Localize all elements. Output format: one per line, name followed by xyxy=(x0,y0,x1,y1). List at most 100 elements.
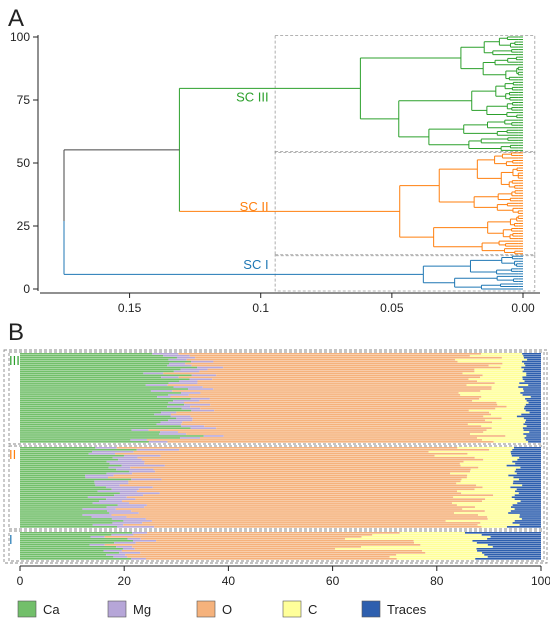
bar-segment-c xyxy=(463,460,513,463)
bar-segment-c xyxy=(501,356,524,359)
bar-segment-mg xyxy=(160,431,178,433)
bar-segment-mg xyxy=(148,441,168,443)
bar-segment-c xyxy=(474,506,511,508)
bar-segment-ca xyxy=(20,407,182,410)
bar-segment-c xyxy=(460,464,507,467)
bar-segment-o xyxy=(163,372,463,375)
bar-segment-o xyxy=(104,544,421,546)
bar-segment-o xyxy=(188,394,461,396)
bar-segment-mg xyxy=(116,546,133,548)
legend-label: O xyxy=(222,602,232,617)
bar-segment-mg xyxy=(168,358,187,361)
bar-segment-traces xyxy=(520,500,541,502)
legend: Ca Mg O C Traces xyxy=(17,600,427,618)
bar-segment-traces xyxy=(521,518,541,520)
bar-segment-traces xyxy=(513,480,541,483)
bar-segment-traces xyxy=(487,544,541,546)
bar-segment-traces xyxy=(487,556,541,558)
x-tick-label: 0.1 xyxy=(252,301,269,315)
bar-segment-traces xyxy=(526,425,541,427)
bar-segment-o xyxy=(167,384,467,386)
bar-segment-ca xyxy=(20,419,169,422)
bar-segment-ca xyxy=(20,492,120,495)
bar-segment-ca xyxy=(20,399,174,402)
bar-segment-c xyxy=(453,496,512,499)
bar-segment-traces xyxy=(525,364,541,367)
bar-segment-mg xyxy=(163,354,190,357)
bar-segment-o xyxy=(138,512,455,514)
bar-segment-o xyxy=(161,478,462,481)
bar-segment-mg xyxy=(203,435,224,437)
bar-segment-mg xyxy=(109,512,139,514)
bar-segment-ca xyxy=(20,476,86,479)
bar-segment-mg xyxy=(92,524,124,526)
bar-segment-c xyxy=(501,417,524,420)
legend-label: C xyxy=(308,602,317,617)
bar-segment-mg xyxy=(91,516,127,518)
y-tick-label: 75 xyxy=(17,93,31,107)
bar-segment-o xyxy=(115,508,463,510)
bar-segment-o xyxy=(213,360,458,363)
bar-segment-mg xyxy=(161,376,179,379)
bar-segment-mg xyxy=(150,390,173,392)
bar-segment-o xyxy=(132,546,362,548)
bar-segment-ca xyxy=(20,394,169,396)
bar-segment-o xyxy=(182,421,493,424)
bar-segment-c xyxy=(502,362,525,365)
bar-segment-mg xyxy=(105,486,153,489)
bar-segment-traces xyxy=(529,431,541,433)
bar-segment-ca xyxy=(20,409,192,412)
bar-segment-c xyxy=(434,454,512,457)
bar-segment-traces xyxy=(523,433,541,435)
x-tick-label: 100 xyxy=(531,574,550,588)
bar-segment-traces xyxy=(514,498,541,500)
bar-segment-o xyxy=(195,356,502,359)
bar-segment-traces xyxy=(511,496,541,499)
bar-segment-o xyxy=(138,488,475,491)
bar-segment-traces xyxy=(519,456,541,459)
bar-segment-c xyxy=(345,538,488,540)
bar-segment-c xyxy=(488,364,526,367)
bar-segment-traces xyxy=(525,409,541,412)
legend-label: Mg xyxy=(133,602,151,617)
bar-segment-o xyxy=(133,450,429,453)
bar-segment-c xyxy=(454,512,509,514)
bar-segment-c xyxy=(487,516,520,518)
bar-segment-c xyxy=(482,439,526,441)
bar-segment-traces xyxy=(524,380,541,382)
bar-segment-c xyxy=(361,546,493,548)
x-tick-label: 20 xyxy=(118,574,132,588)
legend-swatch-o xyxy=(196,600,216,618)
bar-segment-c xyxy=(462,508,515,510)
group-boxes xyxy=(3,349,548,564)
bar-segment-mg xyxy=(136,448,180,451)
bar-segment-traces xyxy=(514,520,541,522)
bar-segment-mg xyxy=(159,433,187,435)
bar-segment-c xyxy=(495,407,524,410)
bar-segment-c xyxy=(468,378,523,381)
bar-segment-c xyxy=(496,401,529,404)
bar-segment-mg xyxy=(85,474,114,477)
bar-segment-c xyxy=(481,526,507,528)
bar-segment-c xyxy=(396,554,485,556)
bar-segment-mg xyxy=(130,558,146,560)
bar-segment-o xyxy=(104,536,362,538)
bar-segment-c xyxy=(476,484,523,487)
bar-segment-ca xyxy=(20,478,132,481)
bar-segment-o xyxy=(130,466,479,469)
bar-segment-mg xyxy=(112,522,143,524)
bar-segment-c xyxy=(455,358,528,361)
bar-segment-mg xyxy=(167,364,192,367)
cluster-labels: SC III SC II SC I xyxy=(236,89,269,272)
bar-segment-traces xyxy=(527,358,541,361)
x-tick-label: 80 xyxy=(430,574,444,588)
bar-segment-traces xyxy=(513,447,541,449)
bar-segment-traces xyxy=(523,356,541,359)
bar-segment-mg xyxy=(108,466,131,469)
bar-segment-mg xyxy=(106,554,126,556)
bar-segment-c xyxy=(481,396,531,398)
bar-segment-o xyxy=(146,439,483,441)
bar-segment-c xyxy=(445,520,515,522)
bar-segment-ca xyxy=(20,544,90,546)
